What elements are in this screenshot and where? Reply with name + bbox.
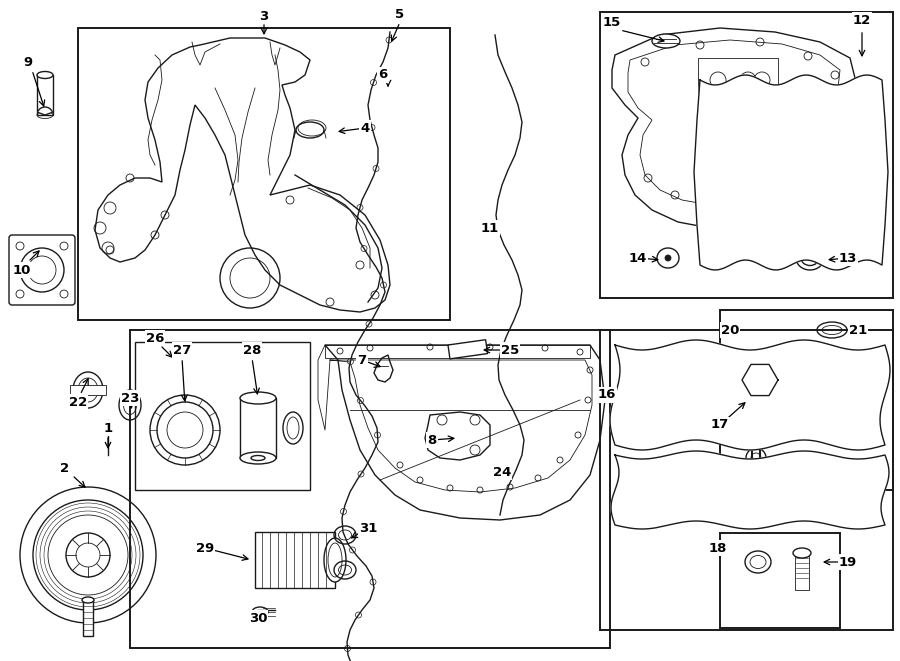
Text: 1: 1 (104, 422, 112, 434)
Bar (37, 75, 53, 115)
Bar (600, 12, 893, 298)
Ellipse shape (324, 538, 346, 582)
Text: 21: 21 (849, 323, 867, 336)
Text: 27: 27 (173, 344, 191, 356)
Bar (130, 330, 610, 648)
Bar (720, 310, 893, 490)
Text: 5: 5 (395, 7, 405, 20)
Text: 24: 24 (493, 465, 511, 479)
Bar (255, 532, 335, 588)
Text: 20: 20 (721, 323, 739, 336)
Text: 29: 29 (196, 541, 214, 555)
Text: 7: 7 (357, 354, 366, 366)
Text: 28: 28 (243, 344, 261, 356)
Text: 23: 23 (121, 391, 140, 405)
Circle shape (665, 255, 671, 261)
Bar (720, 533, 840, 628)
Polygon shape (694, 75, 888, 270)
Text: 4: 4 (360, 122, 370, 134)
Text: 9: 9 (23, 56, 32, 69)
Ellipse shape (240, 452, 276, 464)
Ellipse shape (240, 392, 276, 404)
Text: 12: 12 (853, 13, 871, 26)
Ellipse shape (82, 597, 94, 603)
Text: 26: 26 (146, 332, 164, 344)
Text: 10: 10 (13, 264, 32, 276)
Bar (600, 330, 893, 630)
Text: 8: 8 (428, 434, 436, 446)
Text: 18: 18 (709, 541, 727, 555)
Ellipse shape (793, 548, 811, 558)
Text: 13: 13 (839, 251, 857, 264)
FancyBboxPatch shape (9, 235, 75, 305)
Polygon shape (610, 340, 890, 450)
Text: 16: 16 (598, 389, 616, 401)
Text: 14: 14 (629, 251, 647, 264)
Polygon shape (611, 451, 889, 529)
Bar (78, 28, 450, 320)
Text: 19: 19 (839, 555, 857, 568)
Text: 25: 25 (501, 344, 519, 356)
Bar (135, 342, 310, 490)
Text: 17: 17 (711, 418, 729, 432)
Bar (240, 398, 276, 458)
Ellipse shape (652, 34, 680, 48)
Bar (698, 58, 778, 103)
Polygon shape (742, 364, 778, 395)
Text: 15: 15 (603, 15, 621, 28)
Ellipse shape (37, 71, 53, 79)
Text: 11: 11 (481, 221, 500, 235)
Text: 6: 6 (378, 69, 388, 81)
Text: 30: 30 (248, 611, 267, 625)
Text: 3: 3 (259, 9, 268, 22)
Bar (448, 340, 488, 359)
Bar (83, 600, 93, 636)
Wedge shape (38, 107, 52, 115)
Text: 22: 22 (69, 395, 87, 408)
Text: 31: 31 (359, 522, 377, 535)
Bar (795, 555, 809, 590)
Bar (70, 385, 106, 395)
Text: 2: 2 (60, 461, 69, 475)
